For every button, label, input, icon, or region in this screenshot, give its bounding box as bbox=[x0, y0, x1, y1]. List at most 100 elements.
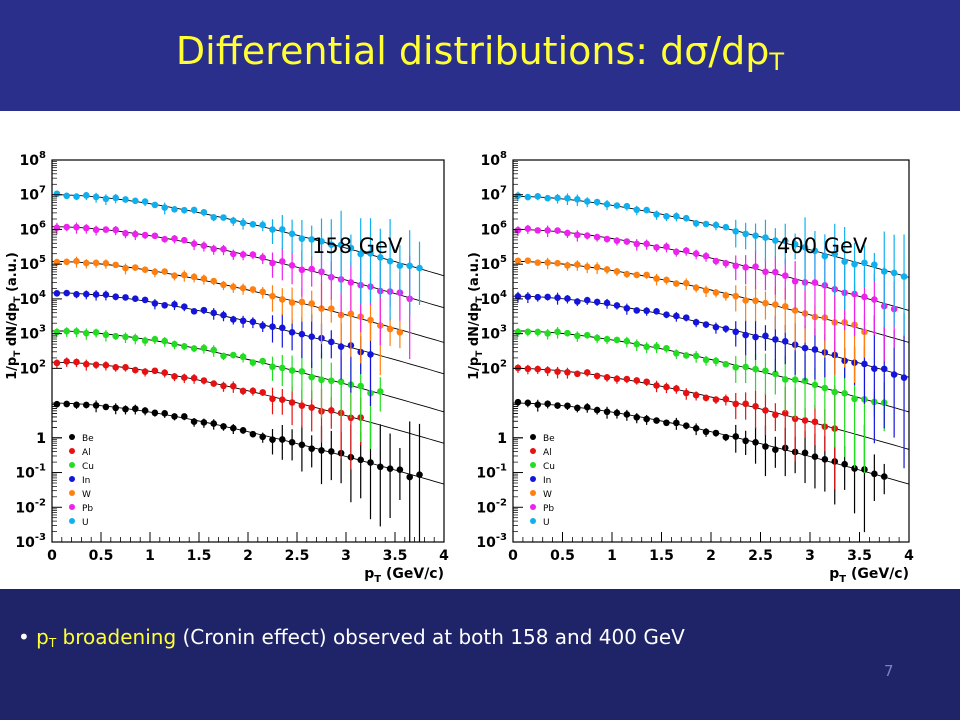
data-point bbox=[279, 436, 286, 443]
data-point bbox=[132, 295, 139, 302]
x-tick-label: 0 bbox=[508, 548, 518, 564]
data-point bbox=[593, 372, 601, 380]
y-tick-label: 1 bbox=[36, 431, 46, 447]
data-point bbox=[791, 415, 799, 423]
data-point bbox=[861, 360, 868, 368]
data-point bbox=[534, 365, 542, 373]
data-point bbox=[210, 380, 217, 387]
data-point bbox=[239, 219, 247, 227]
data-layer bbox=[513, 191, 909, 533]
data-point bbox=[593, 263, 601, 271]
data-layer bbox=[52, 190, 444, 542]
data-point bbox=[53, 290, 61, 297]
x-tick-label: 1.5 bbox=[187, 548, 212, 564]
data-point bbox=[583, 403, 591, 411]
data-point bbox=[220, 245, 227, 253]
data-point bbox=[613, 268, 621, 275]
data-point bbox=[514, 398, 522, 406]
data-point bbox=[328, 338, 335, 346]
data-point bbox=[102, 291, 110, 298]
data-point bbox=[682, 422, 690, 429]
data-point bbox=[367, 250, 374, 257]
data-point bbox=[583, 296, 591, 304]
data-point bbox=[593, 198, 601, 206]
data-point bbox=[122, 230, 129, 237]
data-point bbox=[772, 370, 779, 378]
data-point bbox=[682, 247, 690, 254]
data-point bbox=[880, 473, 888, 480]
data-point bbox=[762, 367, 769, 375]
y-tick-label: 105 bbox=[20, 254, 46, 273]
data-point bbox=[623, 270, 631, 278]
data-point bbox=[752, 333, 759, 341]
data-point bbox=[63, 327, 70, 335]
data-point bbox=[633, 377, 641, 384]
legend-label: Pb bbox=[82, 504, 93, 514]
data-point bbox=[230, 351, 237, 359]
data-point bbox=[712, 323, 720, 331]
data-point bbox=[200, 306, 208, 314]
data-point bbox=[623, 375, 631, 383]
data-point bbox=[653, 244, 660, 251]
data-point bbox=[583, 263, 591, 271]
data-point bbox=[692, 352, 700, 360]
data-point bbox=[663, 344, 670, 352]
data-point bbox=[811, 418, 819, 426]
data-point bbox=[613, 409, 621, 417]
data-point bbox=[702, 394, 710, 402]
legend-label: Al bbox=[82, 448, 91, 458]
x-tick-label: 4 bbox=[904, 548, 914, 564]
legend-marker bbox=[69, 490, 75, 496]
data-point bbox=[673, 312, 680, 320]
data-point bbox=[151, 300, 159, 307]
x-tick-label: 0.5 bbox=[550, 548, 575, 564]
x-axis-title: pT (GeV/c) bbox=[829, 566, 909, 585]
data-point bbox=[732, 400, 740, 408]
data-point bbox=[269, 226, 276, 233]
data-point bbox=[308, 265, 316, 273]
data-point bbox=[308, 404, 316, 411]
y-tick-label: 102 bbox=[20, 358, 46, 377]
data-point bbox=[900, 374, 908, 381]
energy-label: 400 GeV bbox=[777, 234, 868, 258]
data-point bbox=[269, 436, 276, 443]
data-point bbox=[141, 368, 149, 375]
data-point bbox=[269, 363, 276, 371]
data-point bbox=[141, 337, 149, 344]
legend-marker bbox=[69, 476, 75, 482]
x-tick-label: 2.5 bbox=[748, 548, 773, 564]
data-point bbox=[544, 227, 551, 234]
data-point bbox=[347, 279, 355, 286]
data-point bbox=[318, 376, 325, 384]
data-point bbox=[811, 247, 819, 255]
plot-frame bbox=[51, 159, 445, 543]
data-point bbox=[682, 314, 690, 321]
data-point bbox=[122, 364, 129, 371]
data-point bbox=[603, 408, 611, 416]
data-point bbox=[623, 238, 631, 245]
data-point bbox=[386, 257, 394, 265]
data-point bbox=[653, 343, 660, 350]
data-point bbox=[653, 275, 660, 282]
data-point bbox=[732, 328, 740, 336]
data-point bbox=[239, 353, 247, 361]
data-point bbox=[623, 304, 631, 312]
data-point bbox=[653, 308, 660, 315]
legend-marker bbox=[69, 462, 75, 468]
x-tick-label: 2 bbox=[706, 548, 716, 564]
data-point bbox=[603, 335, 611, 343]
data-point bbox=[259, 322, 267, 329]
data-point bbox=[200, 419, 208, 426]
data-point bbox=[141, 266, 149, 273]
x-tick-label: 2.5 bbox=[285, 548, 310, 564]
data-point bbox=[298, 402, 306, 409]
series-u bbox=[52, 190, 444, 321]
data-point bbox=[811, 381, 819, 389]
data-point bbox=[752, 263, 759, 270]
data-point bbox=[161, 337, 168, 345]
data-point bbox=[851, 395, 858, 403]
data-point bbox=[772, 446, 779, 453]
data-point bbox=[712, 257, 720, 265]
data-point bbox=[742, 400, 749, 408]
data-point bbox=[890, 269, 898, 277]
